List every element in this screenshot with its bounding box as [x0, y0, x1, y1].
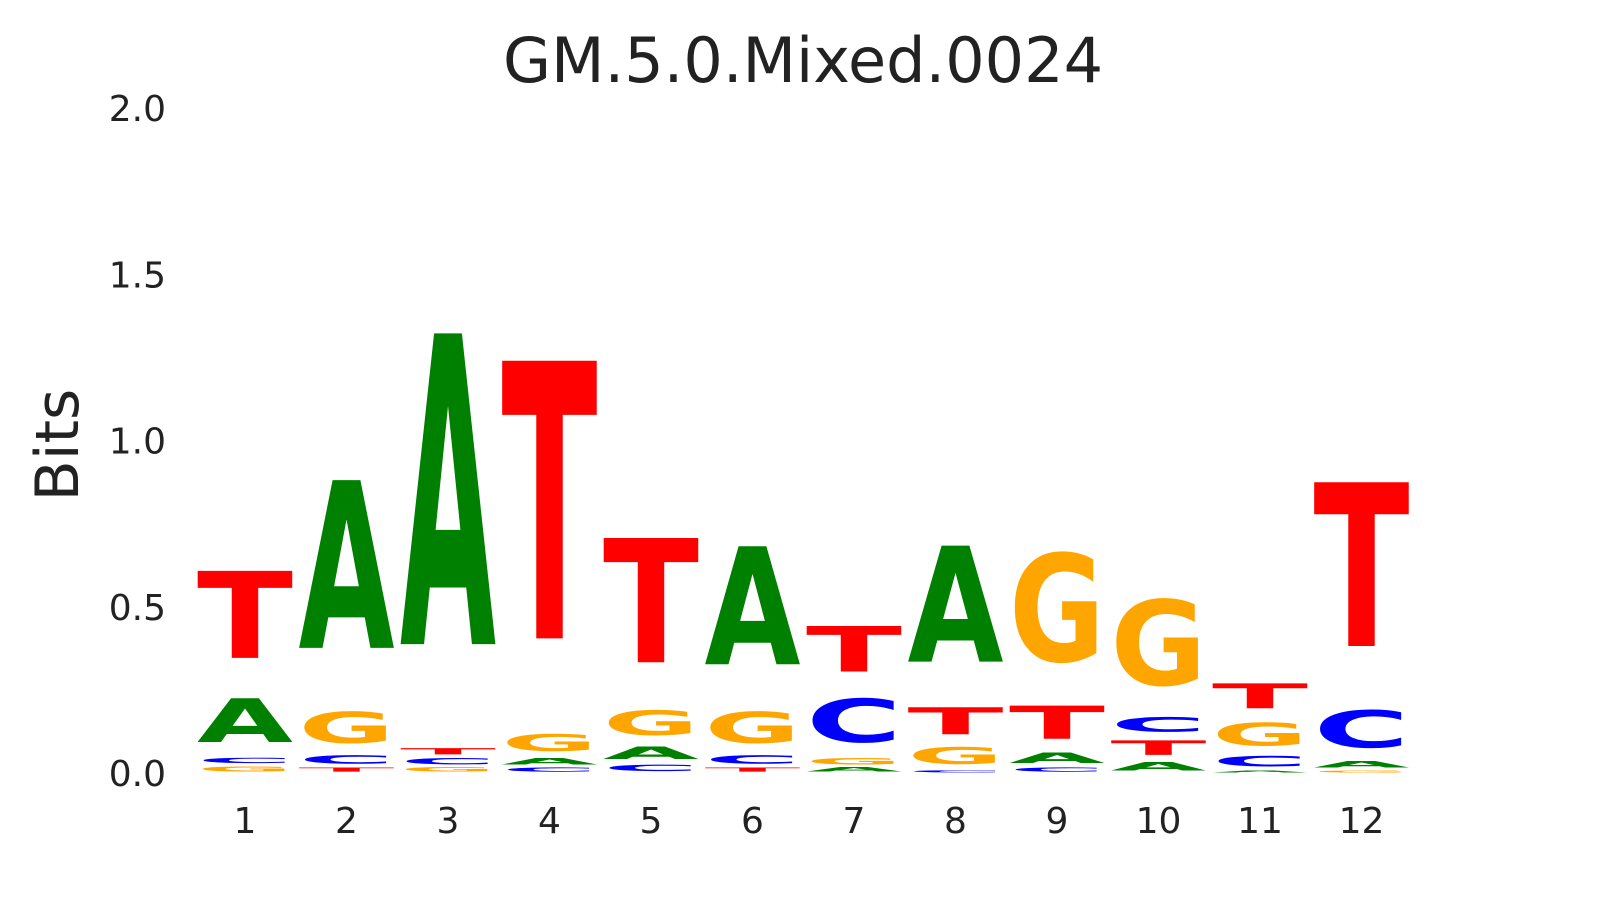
logo-letter-T: T: [705, 766, 801, 773]
y-tick-label: 1.0: [109, 422, 166, 463]
logo-letter-C: C: [299, 753, 395, 766]
logo-letter-G: G: [197, 765, 293, 773]
y-tick-label: 2.0: [109, 89, 166, 130]
logo-letter-A: A: [197, 687, 293, 756]
logo-letter-C: C: [502, 766, 598, 773]
logo-letter-A: A: [1111, 760, 1207, 773]
logo-letter-G: G: [908, 743, 1004, 769]
logo-letter-C: C: [400, 756, 496, 766]
logo-letter-G: G: [1212, 717, 1308, 753]
logo-letter-T: T: [908, 700, 1004, 743]
x-tick-label: 6: [741, 801, 764, 842]
logo-letter-T: T: [1009, 697, 1105, 750]
logo-letter-G: G: [400, 766, 496, 773]
x-tick-label: 9: [1046, 801, 1069, 842]
logo-letter-C: C: [197, 756, 293, 764]
y-axis-label: Bits: [23, 389, 93, 502]
logo-letter-G: G: [705, 703, 801, 753]
logo-letter-A: A: [1009, 750, 1105, 767]
logo-letter-C: C: [1212, 753, 1308, 769]
y-tick-label: 0.0: [109, 754, 166, 795]
x-tick-label: 12: [1339, 801, 1385, 842]
logo-letter-T: T: [1314, 439, 1410, 700]
x-axis-ticks: 1 2 3 4 5 6 7 8 9 10 11 12: [234, 801, 1385, 842]
logo-letter-A: A: [806, 766, 902, 773]
x-tick-label: 10: [1136, 801, 1182, 842]
x-tick-label: 1: [234, 801, 257, 842]
logo-letter-T: T: [400, 746, 496, 756]
logo-letter-C: C: [1111, 713, 1207, 736]
logo-letter-A: A: [603, 743, 700, 763]
y-tick-label: 1.5: [109, 255, 166, 296]
logo-letter-G: G: [806, 756, 902, 766]
logo-letter-G: G: [1314, 770, 1410, 773]
logo-letter-G: G: [299, 703, 395, 753]
x-tick-label: 3: [437, 801, 460, 842]
logo-letter-A: A: [1212, 770, 1308, 773]
logo-letter-C: C: [1314, 701, 1410, 760]
logo-letter-T: T: [299, 766, 395, 773]
x-tick-label: 8: [944, 801, 967, 842]
x-tick-label: 4: [538, 801, 561, 842]
logo-letter-C: C: [1009, 766, 1105, 773]
logo-letter-C: C: [603, 763, 699, 773]
logo-letter-T: T: [1212, 677, 1308, 717]
logo-letter-T: T: [502, 286, 599, 729]
x-tick-label: 7: [843, 801, 866, 842]
logo-letter-T: T: [806, 614, 902, 687]
logo-letter-T: T: [1111, 737, 1207, 760]
y-tick-label: 0.5: [109, 588, 166, 629]
logo-letter-T: T: [197, 547, 293, 686]
logo-letter-G: G: [1009, 525, 1105, 697]
logo-letter-C: C: [908, 770, 1004, 773]
logo-letter-A: A: [908, 514, 1004, 699]
x-tick-label: 11: [1237, 801, 1283, 842]
logo-letter-A: A: [502, 756, 598, 766]
x-tick-label: 5: [640, 801, 663, 842]
y-axis-ticks: 0.0 0.5 1.0 1.5 2.0: [109, 89, 166, 795]
logo-letter-A: A: [705, 515, 801, 704]
logo-letter-G: G: [502, 730, 598, 756]
logo-letter-C: C: [806, 687, 902, 756]
logo-glyphs: GCATTCGAGCTACAGTCAGTTCGAAGCTCGTACATGATCG…: [197, 250, 1409, 773]
chart-title: GM.5.0.Mixed.0024: [503, 24, 1103, 97]
x-tick-label: 2: [335, 801, 358, 842]
logo-letter-A: A: [400, 250, 497, 746]
logo-letter-A: A: [299, 434, 395, 703]
logo-letter-A: A: [1314, 760, 1410, 770]
logo-letter-G: G: [603, 704, 699, 744]
logo-letter-C: C: [705, 753, 801, 766]
logo-letter-T: T: [603, 504, 699, 703]
logo-letter-G: G: [1111, 577, 1207, 713]
